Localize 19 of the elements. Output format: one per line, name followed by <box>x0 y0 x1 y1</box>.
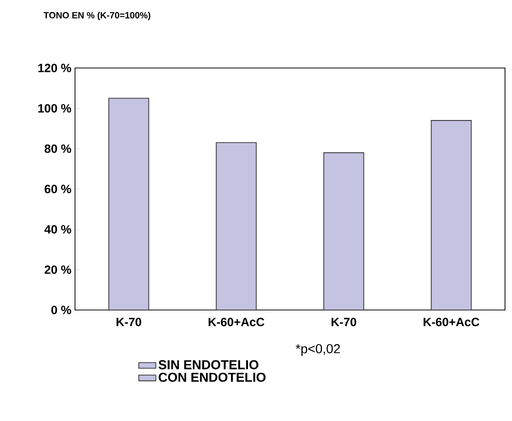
y-tick-label: 100 % <box>38 104 72 113</box>
x-tick-label: K-70 <box>332 318 356 326</box>
x-tick-label: K-60+AcC <box>208 318 264 326</box>
x-tick-label: K-60+AcC <box>424 318 480 326</box>
y-tick-label: 80 % <box>44 144 72 153</box>
y-tick-label: 20 % <box>44 265 72 274</box>
x-tick-label: K-70 <box>116 318 142 326</box>
bar <box>430 120 472 310</box>
legend-label: SIN ENDOTELIO <box>158 360 258 370</box>
legend-label: CON ENDOTELIO <box>158 372 266 382</box>
text: *p<0,02 <box>296 344 340 356</box>
bar <box>323 152 364 310</box>
y-tick-label: 120 % <box>38 64 72 72</box>
y-tick-label: 0 % <box>51 306 72 314</box>
y-tick-label: 40 % <box>44 225 72 234</box>
y-tick-label: 60 % <box>44 184 72 194</box>
chart-title: TONO EN % (K-70=100%) <box>44 12 150 20</box>
bar <box>108 98 150 310</box>
bar <box>216 142 257 310</box>
